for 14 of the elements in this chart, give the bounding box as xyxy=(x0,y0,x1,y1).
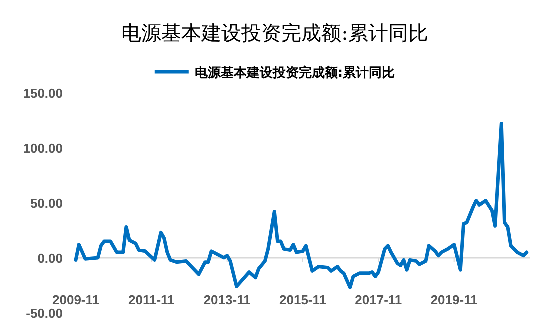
x-tick-label: 2017-11 xyxy=(355,292,402,308)
chart-title: 电源基本建设投资完成额:累计同比 xyxy=(122,21,428,45)
x-tick-label: 2013-11 xyxy=(204,292,251,308)
legend-label: 电源基本建设投资完成额:累计同比 xyxy=(194,65,396,81)
x-tick-label: 2011-11 xyxy=(128,292,175,308)
x-tick-label: 2009-11 xyxy=(52,292,100,308)
x-tick-label: 2015-11 xyxy=(280,292,326,308)
y-tick-label: 100.00 xyxy=(23,141,63,156)
x-tick-label: 2019-11 xyxy=(430,292,478,308)
y-tick-label: 150.00 xyxy=(23,86,63,101)
y-tick-label: 50.00 xyxy=(30,196,63,211)
legend: 电源基本建设投资完成额:累计同比 xyxy=(154,66,396,81)
y-tick-label: -50.00 xyxy=(26,306,63,321)
y-tick-label: 0.00 xyxy=(38,251,63,266)
